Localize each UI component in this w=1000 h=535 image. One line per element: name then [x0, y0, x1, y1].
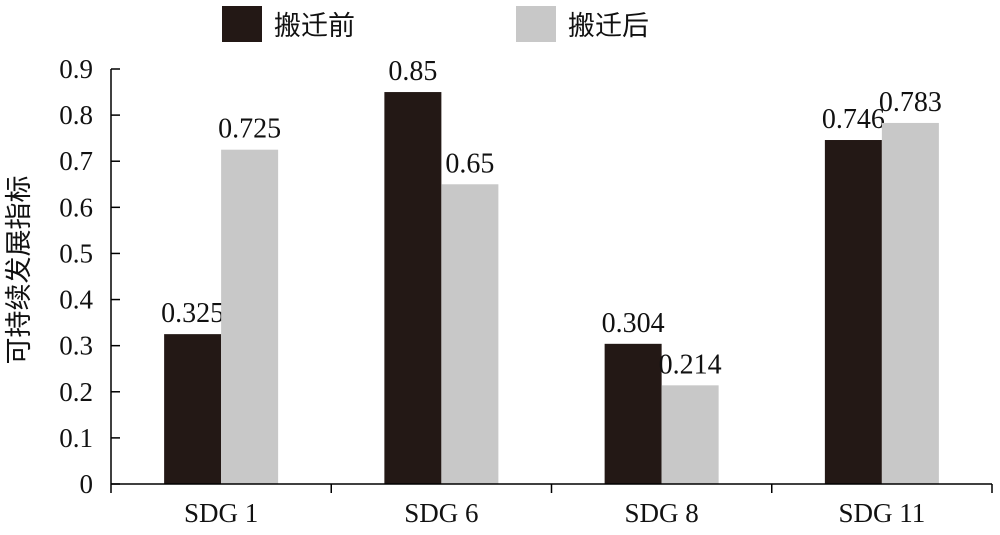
bar	[221, 149, 279, 484]
y-tick-label: 0.6	[59, 192, 93, 222]
data-label: 0.783	[879, 87, 942, 118]
y-tick-label: 0.3	[59, 331, 93, 361]
data-label: 0.325	[161, 298, 224, 329]
x-axis: SDG 1 SDG 6 SDG 8 SDG 11	[110, 483, 993, 528]
y-axis-label: 可持续发展指标	[4, 176, 35, 365]
bar	[604, 343, 662, 484]
bar	[824, 140, 882, 484]
bar	[441, 184, 499, 484]
legend-label: 搬迁后	[568, 11, 649, 42]
y-tick-label: 0.5	[59, 238, 93, 268]
y-tick-label: 0.1	[59, 423, 93, 453]
data-label: 0.65	[445, 148, 494, 179]
bar	[881, 122, 939, 484]
y-tick-label: 0.7	[59, 146, 93, 176]
data-label: 0.85	[388, 56, 437, 87]
y-tick-label: 0.4	[59, 285, 93, 315]
data-label: 0.725	[218, 114, 281, 145]
bars: 0.325 0.85 0.304 0.746 0.725 0.65 0.214 0.783	[161, 56, 942, 485]
x-category-label: SDG 11	[838, 498, 925, 528]
legend: 搬迁前 搬迁后	[222, 6, 649, 42]
legend-label: 搬迁前	[274, 11, 355, 42]
y-axis: 0 0.1 0.2 0.3 0.4 0.5 0.6 0.7 0.8 0.9	[59, 54, 120, 499]
data-label: 0.746	[822, 104, 885, 135]
data-label: 0.214	[659, 349, 722, 380]
data-label: 0.304	[602, 308, 665, 339]
y-tick-label: 0	[80, 469, 94, 499]
bar	[661, 385, 719, 484]
y-tick-label: 0.8	[59, 100, 93, 130]
bar	[164, 334, 222, 484]
y-tick-label: 0.9	[59, 54, 93, 84]
x-category-label: SDG 6	[404, 498, 478, 528]
x-category-label: SDG 8	[624, 498, 698, 528]
x-category-label: SDG 1	[184, 498, 258, 528]
legend-swatch	[222, 6, 262, 42]
legend-swatch	[516, 6, 556, 42]
y-tick-label: 0.2	[59, 377, 93, 407]
bar	[384, 92, 442, 485]
